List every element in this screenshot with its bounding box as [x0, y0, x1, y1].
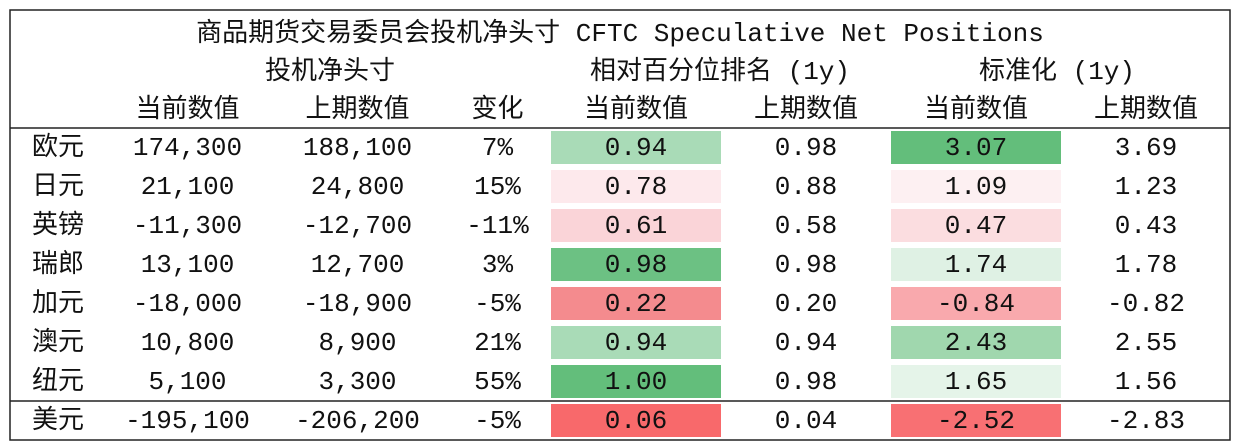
- cell: 1.00: [605, 367, 667, 397]
- group-header: 标准化 (1y): [979, 56, 1135, 87]
- cell: 0.98: [775, 133, 837, 163]
- cell: 3%: [482, 250, 514, 280]
- cell: -2.83: [1107, 406, 1185, 436]
- cell: 3,300: [318, 367, 396, 397]
- cell: 1.74: [945, 250, 1007, 280]
- row-label: 纽元: [32, 366, 84, 397]
- cell: 0.61: [605, 211, 667, 241]
- cell: -0.82: [1107, 289, 1185, 319]
- cell: -11%: [466, 211, 529, 241]
- heat-cell: [551, 131, 721, 164]
- row-label: 欧元: [32, 132, 84, 163]
- cell: -12,700: [303, 211, 412, 241]
- cell: 21,100: [141, 172, 235, 202]
- heat-cell: [551, 248, 721, 281]
- cell: 2.43: [945, 328, 1007, 358]
- cell: 0.20: [775, 289, 837, 319]
- cell: 1.09: [945, 172, 1007, 202]
- cell: -206,200: [295, 406, 420, 436]
- cell: 0.22: [605, 289, 667, 319]
- cell: 0.98: [775, 367, 837, 397]
- cell: 0.88: [775, 172, 837, 202]
- heat-cell: [891, 287, 1061, 320]
- cell: 3.69: [1115, 133, 1177, 163]
- table-border: [9, 9, 1231, 441]
- cell: 0.58: [775, 211, 837, 241]
- cell: -18,900: [303, 289, 412, 319]
- cell: -5%: [474, 289, 521, 319]
- cell: 10,800: [141, 328, 235, 358]
- table-title: 商品期货交易委员会投机净头寸 CFTC Speculative Net Posi…: [196, 18, 1044, 49]
- column-header: 上期数值: [305, 94, 409, 125]
- column-header: 变化: [471, 94, 523, 125]
- cell: 0.98: [775, 250, 837, 280]
- cell: 7%: [482, 133, 514, 163]
- row-label: 英镑: [32, 210, 84, 241]
- cell: 0.78: [605, 172, 667, 202]
- heat-cell: [891, 170, 1061, 203]
- cell: 0.94: [605, 133, 667, 163]
- group-header: 相对百分位排名 (1y): [590, 56, 850, 87]
- heat-cell: [891, 326, 1061, 359]
- cell: -11,300: [133, 211, 242, 241]
- heat-cell: [891, 404, 1061, 437]
- cell: 0.04: [775, 406, 837, 436]
- cell: 12,700: [311, 250, 405, 280]
- cell: 0.47: [945, 211, 1007, 241]
- cell: 21%: [474, 328, 521, 358]
- cell: 13,100: [141, 250, 235, 280]
- cell: 5,100: [148, 367, 226, 397]
- heat-cell: [891, 131, 1061, 164]
- cell: 3.07: [945, 133, 1007, 163]
- cell: 0.94: [775, 328, 837, 358]
- cell: -195,100: [125, 406, 250, 436]
- cell: 24,800: [311, 172, 405, 202]
- column-header: 当前数值: [584, 94, 688, 125]
- heat-cell: [551, 365, 721, 398]
- column-header: 当前数值: [924, 94, 1028, 125]
- heat-cell: [551, 287, 721, 320]
- cell: 0.94: [605, 328, 667, 358]
- row-label: 美元: [32, 405, 84, 436]
- cell: 0.06: [605, 406, 667, 436]
- cell: 0.98: [605, 250, 667, 280]
- cell: 1.23: [1115, 172, 1177, 202]
- heat-cell: [891, 248, 1061, 281]
- cell: 15%: [474, 172, 521, 202]
- heat-cell: [551, 209, 721, 242]
- row-label: 日元: [32, 172, 84, 202]
- cell: 8,900: [318, 328, 396, 358]
- cell: 0.43: [1115, 211, 1177, 241]
- heat-cell: [891, 365, 1061, 398]
- row-label: 澳元: [32, 327, 84, 358]
- heat-cell: [891, 209, 1061, 242]
- row-label: 加元: [32, 289, 84, 319]
- cell: -0.84: [937, 289, 1015, 319]
- heat-cell: [551, 404, 721, 437]
- heat-cell: [551, 326, 721, 359]
- cell: -5%: [474, 406, 521, 436]
- cell: 1.56: [1115, 367, 1177, 397]
- cell: 55%: [474, 367, 521, 397]
- column-header: 上期数值: [1094, 94, 1198, 125]
- group-header: 投机净头寸: [265, 56, 395, 87]
- cell: 2.55: [1115, 328, 1177, 358]
- cell: 1.65: [945, 367, 1007, 397]
- heat-cell: [551, 170, 721, 203]
- cell: 174,300: [133, 133, 242, 163]
- cell: 1.78: [1115, 250, 1177, 280]
- cell: -2.52: [937, 406, 1015, 436]
- cell: -18,000: [133, 289, 242, 319]
- column-header: 当前数值: [135, 94, 239, 125]
- column-header: 上期数值: [754, 94, 858, 125]
- row-label: 瑞郎: [32, 249, 84, 280]
- cell: 188,100: [303, 133, 412, 163]
